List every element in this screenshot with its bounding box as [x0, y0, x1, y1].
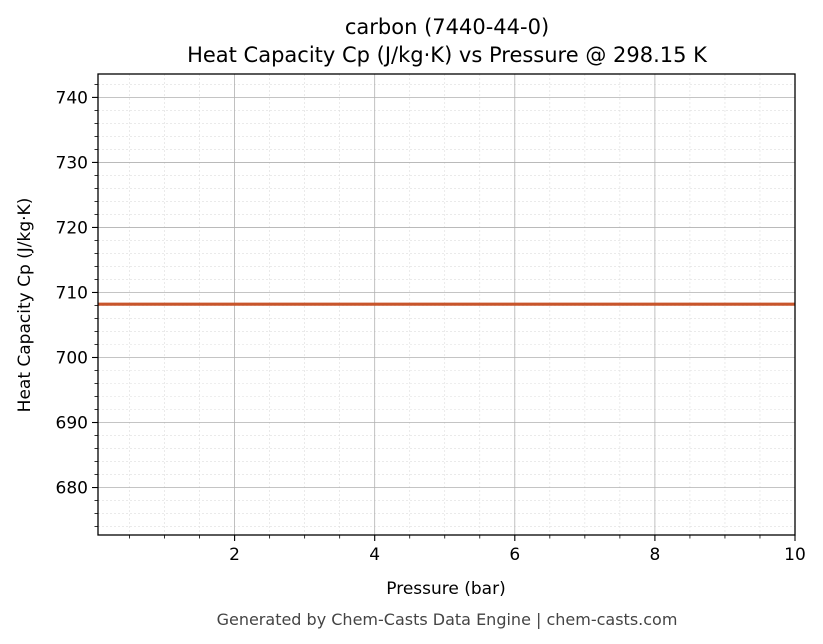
y-tick-label: 720 — [56, 218, 88, 238]
chart-title-line2: Heat Capacity Cp (J/kg·K) vs Pressure @ … — [187, 43, 708, 67]
y-tick-label: 730 — [56, 153, 88, 173]
chart-title-line1: carbon (7440-44-0) — [345, 15, 549, 39]
y-tick-label: 680 — [56, 479, 88, 499]
footer-credit: Generated by Chem-Casts Data Engine | ch… — [217, 610, 678, 629]
y-tick-label: 710 — [56, 283, 88, 303]
y-tick-label: 690 — [56, 414, 88, 434]
plot-frame — [97, 73, 796, 536]
x-axis-label: Pressure (bar) — [386, 579, 505, 599]
y-axis-label: Heat Capacity Cp (J/kg·K) — [15, 198, 35, 413]
x-tick-label: 4 — [369, 545, 380, 565]
y-tick-label: 700 — [56, 348, 88, 368]
major-grid — [98, 74, 796, 535]
x-tick-label: 6 — [509, 545, 520, 565]
y-tick-label: 740 — [56, 88, 88, 108]
x-tick-label: 8 — [649, 545, 660, 565]
x-tick-label: 2 — [229, 545, 240, 565]
x-tick-label: 10 — [784, 545, 806, 565]
ticks: 2 4 6 8 10 680 690 700 710 720 730 740 — [56, 84, 806, 565]
